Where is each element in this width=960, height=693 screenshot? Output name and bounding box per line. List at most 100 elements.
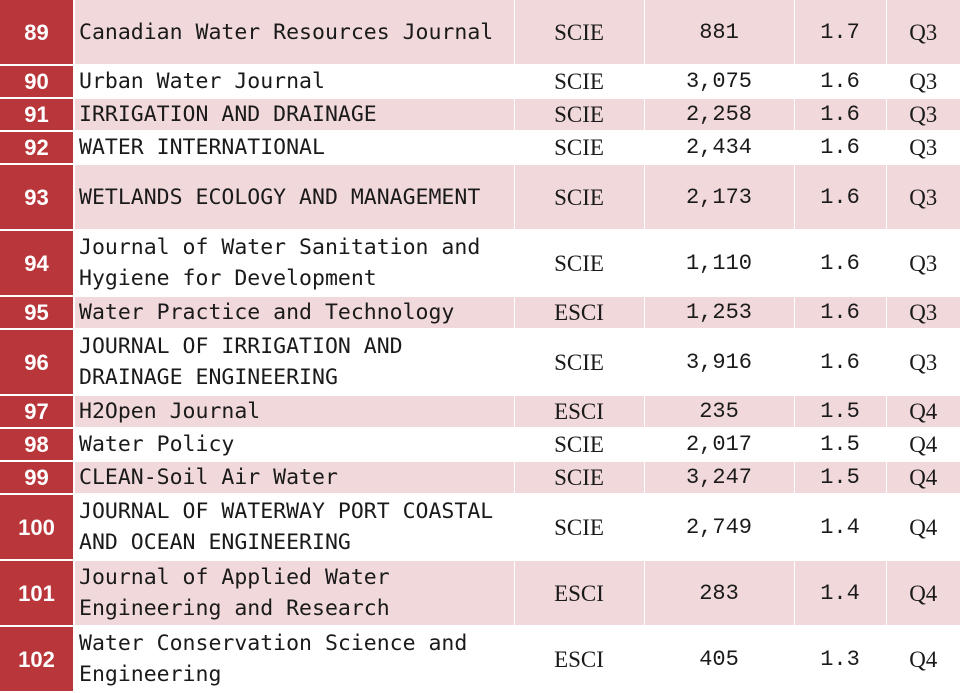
- table-row: 95 Water Practice and Technology ESCI 1,253…: [0, 296, 960, 330]
- journal-title-cell: IRRIGATION AND DRAINAGE: [74, 98, 514, 132]
- impact-factor-cell: 1.6: [793, 164, 886, 231]
- quartile-cell: Q3: [885, 329, 960, 396]
- journal-title-cell: H2Open Journal: [74, 395, 514, 429]
- citations-cell: 2,173: [643, 164, 794, 231]
- impact-factor-cell: 1.3: [793, 626, 886, 693]
- index-cell: ESCI: [513, 560, 644, 627]
- journal-title-cell: Urban Water Journal: [74, 65, 514, 99]
- quartile-cell: Q4: [885, 560, 960, 627]
- rank-cell: 102: [0, 626, 75, 693]
- citations-cell: 405: [643, 626, 794, 693]
- rank-cell: 89: [0, 0, 75, 66]
- journal-title-cell: JOURNAL OF IRRIGATION AND DRAINAGE ENGIN…: [74, 329, 514, 396]
- journal-title-cell: JOURNAL OF WATERWAY PORT COASTAL AND OCE…: [74, 494, 514, 561]
- rank-cell: 96: [0, 329, 75, 396]
- citations-cell: 3,247: [643, 461, 794, 495]
- rank-cell: 92: [0, 131, 75, 165]
- impact-factor-cell: 1.5: [793, 395, 886, 429]
- table-row: 94 Journal of Water Sanitation and Hygien…: [0, 230, 960, 297]
- index-cell: ESCI: [513, 296, 644, 330]
- impact-factor-cell: 1.5: [793, 461, 886, 495]
- index-cell: SCIE: [513, 131, 644, 165]
- citations-cell: 2,434: [643, 131, 794, 165]
- journal-title-cell: Water Policy: [74, 428, 514, 462]
- rank-cell: 98: [0, 428, 75, 462]
- quartile-cell: Q4: [885, 395, 960, 429]
- citations-cell: 2,258: [643, 98, 794, 132]
- rank-cell: 91: [0, 98, 75, 132]
- table-row: 89 Canadian Water Resources Journal SCIE 88…: [0, 0, 960, 66]
- table-row: 102 Water Conservation Science and Engine…: [0, 626, 960, 693]
- table-row: 99 CLEAN-Soil Air Water SCIE 3,247 1.5 Q4: [0, 461, 960, 495]
- citations-cell: 1,253: [643, 296, 794, 330]
- index-cell: SCIE: [513, 230, 644, 297]
- index-cell: SCIE: [513, 461, 644, 495]
- journal-title-cell: Journal of Applied Water Engineering and…: [74, 560, 514, 627]
- index-cell: SCIE: [513, 98, 644, 132]
- rank-cell: 97: [0, 395, 75, 429]
- impact-factor-cell: 1.6: [793, 131, 886, 165]
- impact-factor-cell: 1.6: [793, 230, 886, 297]
- rank-cell: 94: [0, 230, 75, 297]
- rank-cell: 95: [0, 296, 75, 330]
- impact-factor-cell: 1.6: [793, 65, 886, 99]
- citations-cell: 881: [643, 0, 794, 66]
- citations-cell: 3,075: [643, 65, 794, 99]
- quartile-cell: Q3: [885, 98, 960, 132]
- citations-cell: 283: [643, 560, 794, 627]
- citations-cell: 2,017: [643, 428, 794, 462]
- index-cell: ESCI: [513, 395, 644, 429]
- journal-title-cell: Journal of Water Sanitation and Hygiene …: [74, 230, 514, 297]
- table-row: 101 Journal of Applied Water Engineering …: [0, 560, 960, 627]
- index-cell: SCIE: [513, 164, 644, 231]
- index-cell: ESCI: [513, 626, 644, 693]
- quartile-cell: Q3: [885, 131, 960, 165]
- index-cell: SCIE: [513, 0, 644, 66]
- table-row: 93 WETLANDS ECOLOGY AND MANAGEMENT SCIE 2,1…: [0, 164, 960, 231]
- table-row: 100 JOURNAL OF WATERWAY PORT COASTAL AND …: [0, 494, 960, 561]
- impact-factor-cell: 1.6: [793, 98, 886, 132]
- citations-cell: 235: [643, 395, 794, 429]
- index-cell: SCIE: [513, 428, 644, 462]
- impact-factor-cell: 1.4: [793, 560, 886, 627]
- quartile-cell: Q3: [885, 0, 960, 66]
- impact-factor-cell: 1.6: [793, 329, 886, 396]
- journal-title-cell: WETLANDS ECOLOGY AND MANAGEMENT: [74, 164, 514, 231]
- impact-factor-cell: 1.4: [793, 494, 886, 561]
- journal-title-cell: Water Practice and Technology: [74, 296, 514, 330]
- rank-cell: 99: [0, 461, 75, 495]
- table-row: 92 WATER INTERNATIONAL SCIE 2,434 1.6 Q3: [0, 131, 960, 165]
- rank-cell: 101: [0, 560, 75, 627]
- quartile-cell: Q4: [885, 626, 960, 693]
- quartile-cell: Q3: [885, 230, 960, 297]
- quartile-cell: Q3: [885, 65, 960, 99]
- table-row: 98 Water Policy SCIE 2,017 1.5 Q4: [0, 428, 960, 462]
- impact-factor-cell: 1.6: [793, 296, 886, 330]
- table-row: 91 IRRIGATION AND DRAINAGE SCIE 2,258 1.6 Q3: [0, 98, 960, 132]
- rank-cell: 90: [0, 65, 75, 99]
- quartile-cell: Q4: [885, 494, 960, 561]
- journal-title-cell: WATER INTERNATIONAL: [74, 131, 514, 165]
- quartile-cell: Q3: [885, 164, 960, 231]
- citations-cell: 3,916: [643, 329, 794, 396]
- table-row: 96 JOURNAL OF IRRIGATION AND DRAINAGE ENG…: [0, 329, 960, 396]
- quartile-cell: Q4: [885, 461, 960, 495]
- citations-cell: 2,749: [643, 494, 794, 561]
- index-cell: SCIE: [513, 494, 644, 561]
- impact-factor-cell: 1.5: [793, 428, 886, 462]
- index-cell: SCIE: [513, 329, 644, 396]
- quartile-cell: Q4: [885, 428, 960, 462]
- citations-cell: 1,110: [643, 230, 794, 297]
- table-row: 90 Urban Water Journal SCIE 3,075 1.6 Q3: [0, 65, 960, 99]
- rank-cell: 93: [0, 164, 75, 231]
- journal-title-cell: Water Conservation Science and Engineeri…: [74, 626, 514, 693]
- quartile-cell: Q3: [885, 296, 960, 330]
- table-row: 97 H2Open Journal ESCI 235 1.5 Q4: [0, 395, 960, 429]
- rank-cell: 100: [0, 494, 75, 561]
- impact-factor-cell: 1.7: [793, 0, 886, 66]
- index-cell: SCIE: [513, 65, 644, 99]
- journal-title-cell: CLEAN-Soil Air Water: [74, 461, 514, 495]
- journal-title-cell: Canadian Water Resources Journal: [74, 0, 514, 66]
